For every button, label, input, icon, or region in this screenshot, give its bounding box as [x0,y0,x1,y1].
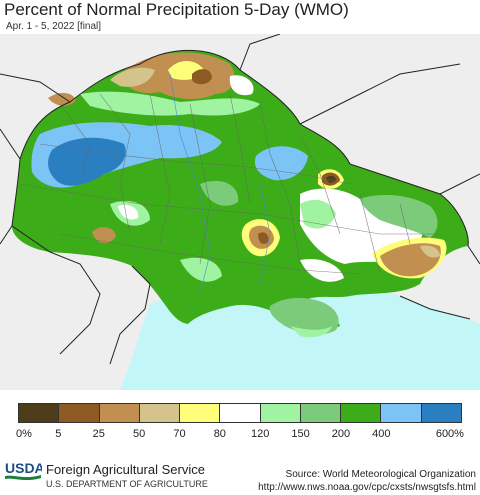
west-very-wet-core [48,137,126,186]
admin-boundaries [19,93,440,275]
footer: USDA Foreign Agricultural Service U.S. D… [0,452,480,495]
south-coast-light-green [180,257,222,282]
crimea-territory [269,297,339,335]
black-sea [120,288,480,390]
country-borders [0,33,480,365]
north-light-green [80,91,260,116]
south-coast-white [300,258,344,282]
legend-label: 400 [372,428,391,440]
legend-label: 80 [213,428,226,440]
crimea-south-white [290,326,332,338]
legend-label: 150 [291,428,310,440]
legend-swatch [179,404,220,422]
precipitation-map [0,33,480,390]
southwest-dry [92,227,116,244]
svg-text:USDA: USDA [5,460,42,476]
map-title: Percent of Normal Precipitation 5-Day (W… [4,0,349,19]
legend-swatch [340,404,381,422]
agency-name: Foreign Agricultural Service [46,462,205,477]
data-source: Source: World Meteorological Organizatio… [285,469,476,480]
east-light-green [360,194,438,238]
legend-label: 0% [16,428,32,440]
legend-label: 600% [435,428,464,440]
rivers [169,73,271,295]
legend-swatch [19,404,59,422]
legend-label: 120 [250,428,270,440]
east-wet-spot [254,146,308,181]
southwest-white [118,204,139,220]
legend-swatch [299,404,341,422]
legend-swatch [420,404,461,422]
legend-labels: 0% 5 25 50 70 80 120 150 200 400 600% [0,428,480,442]
north-white [229,75,254,96]
legend-label: 200 [331,428,351,440]
legend-swatch [380,404,421,422]
department-name: U.S. DEPARTMENT OF AGRICULTURE [46,479,208,489]
map-subtitle: Apr. 1 - 5, 2022 [final] [6,21,102,32]
legend-swatch [219,404,260,422]
central-light-green [200,180,239,206]
legend-swatch [58,404,99,422]
northeast-dry-core [326,175,336,183]
north-brown-core [192,69,212,85]
legend-label: 5 [55,428,62,440]
legend-label: 25 [92,428,105,440]
north-light-dry [110,67,155,87]
legend-label: 70 [173,428,186,440]
southeast-light-dry [420,245,440,258]
usda-logo: USDA [4,458,45,482]
legend-swatch [138,404,180,422]
legend-label: 50 [132,428,146,440]
source-url[interactable]: http://www.nws.noaa.gov/cpc/cxsts/nwsgts… [258,482,476,493]
legend-colorbar [18,403,462,423]
legend-swatch [259,404,300,422]
east-mid-green [300,199,336,229]
central-dry-core [258,232,269,244]
legend-swatch [98,404,139,422]
